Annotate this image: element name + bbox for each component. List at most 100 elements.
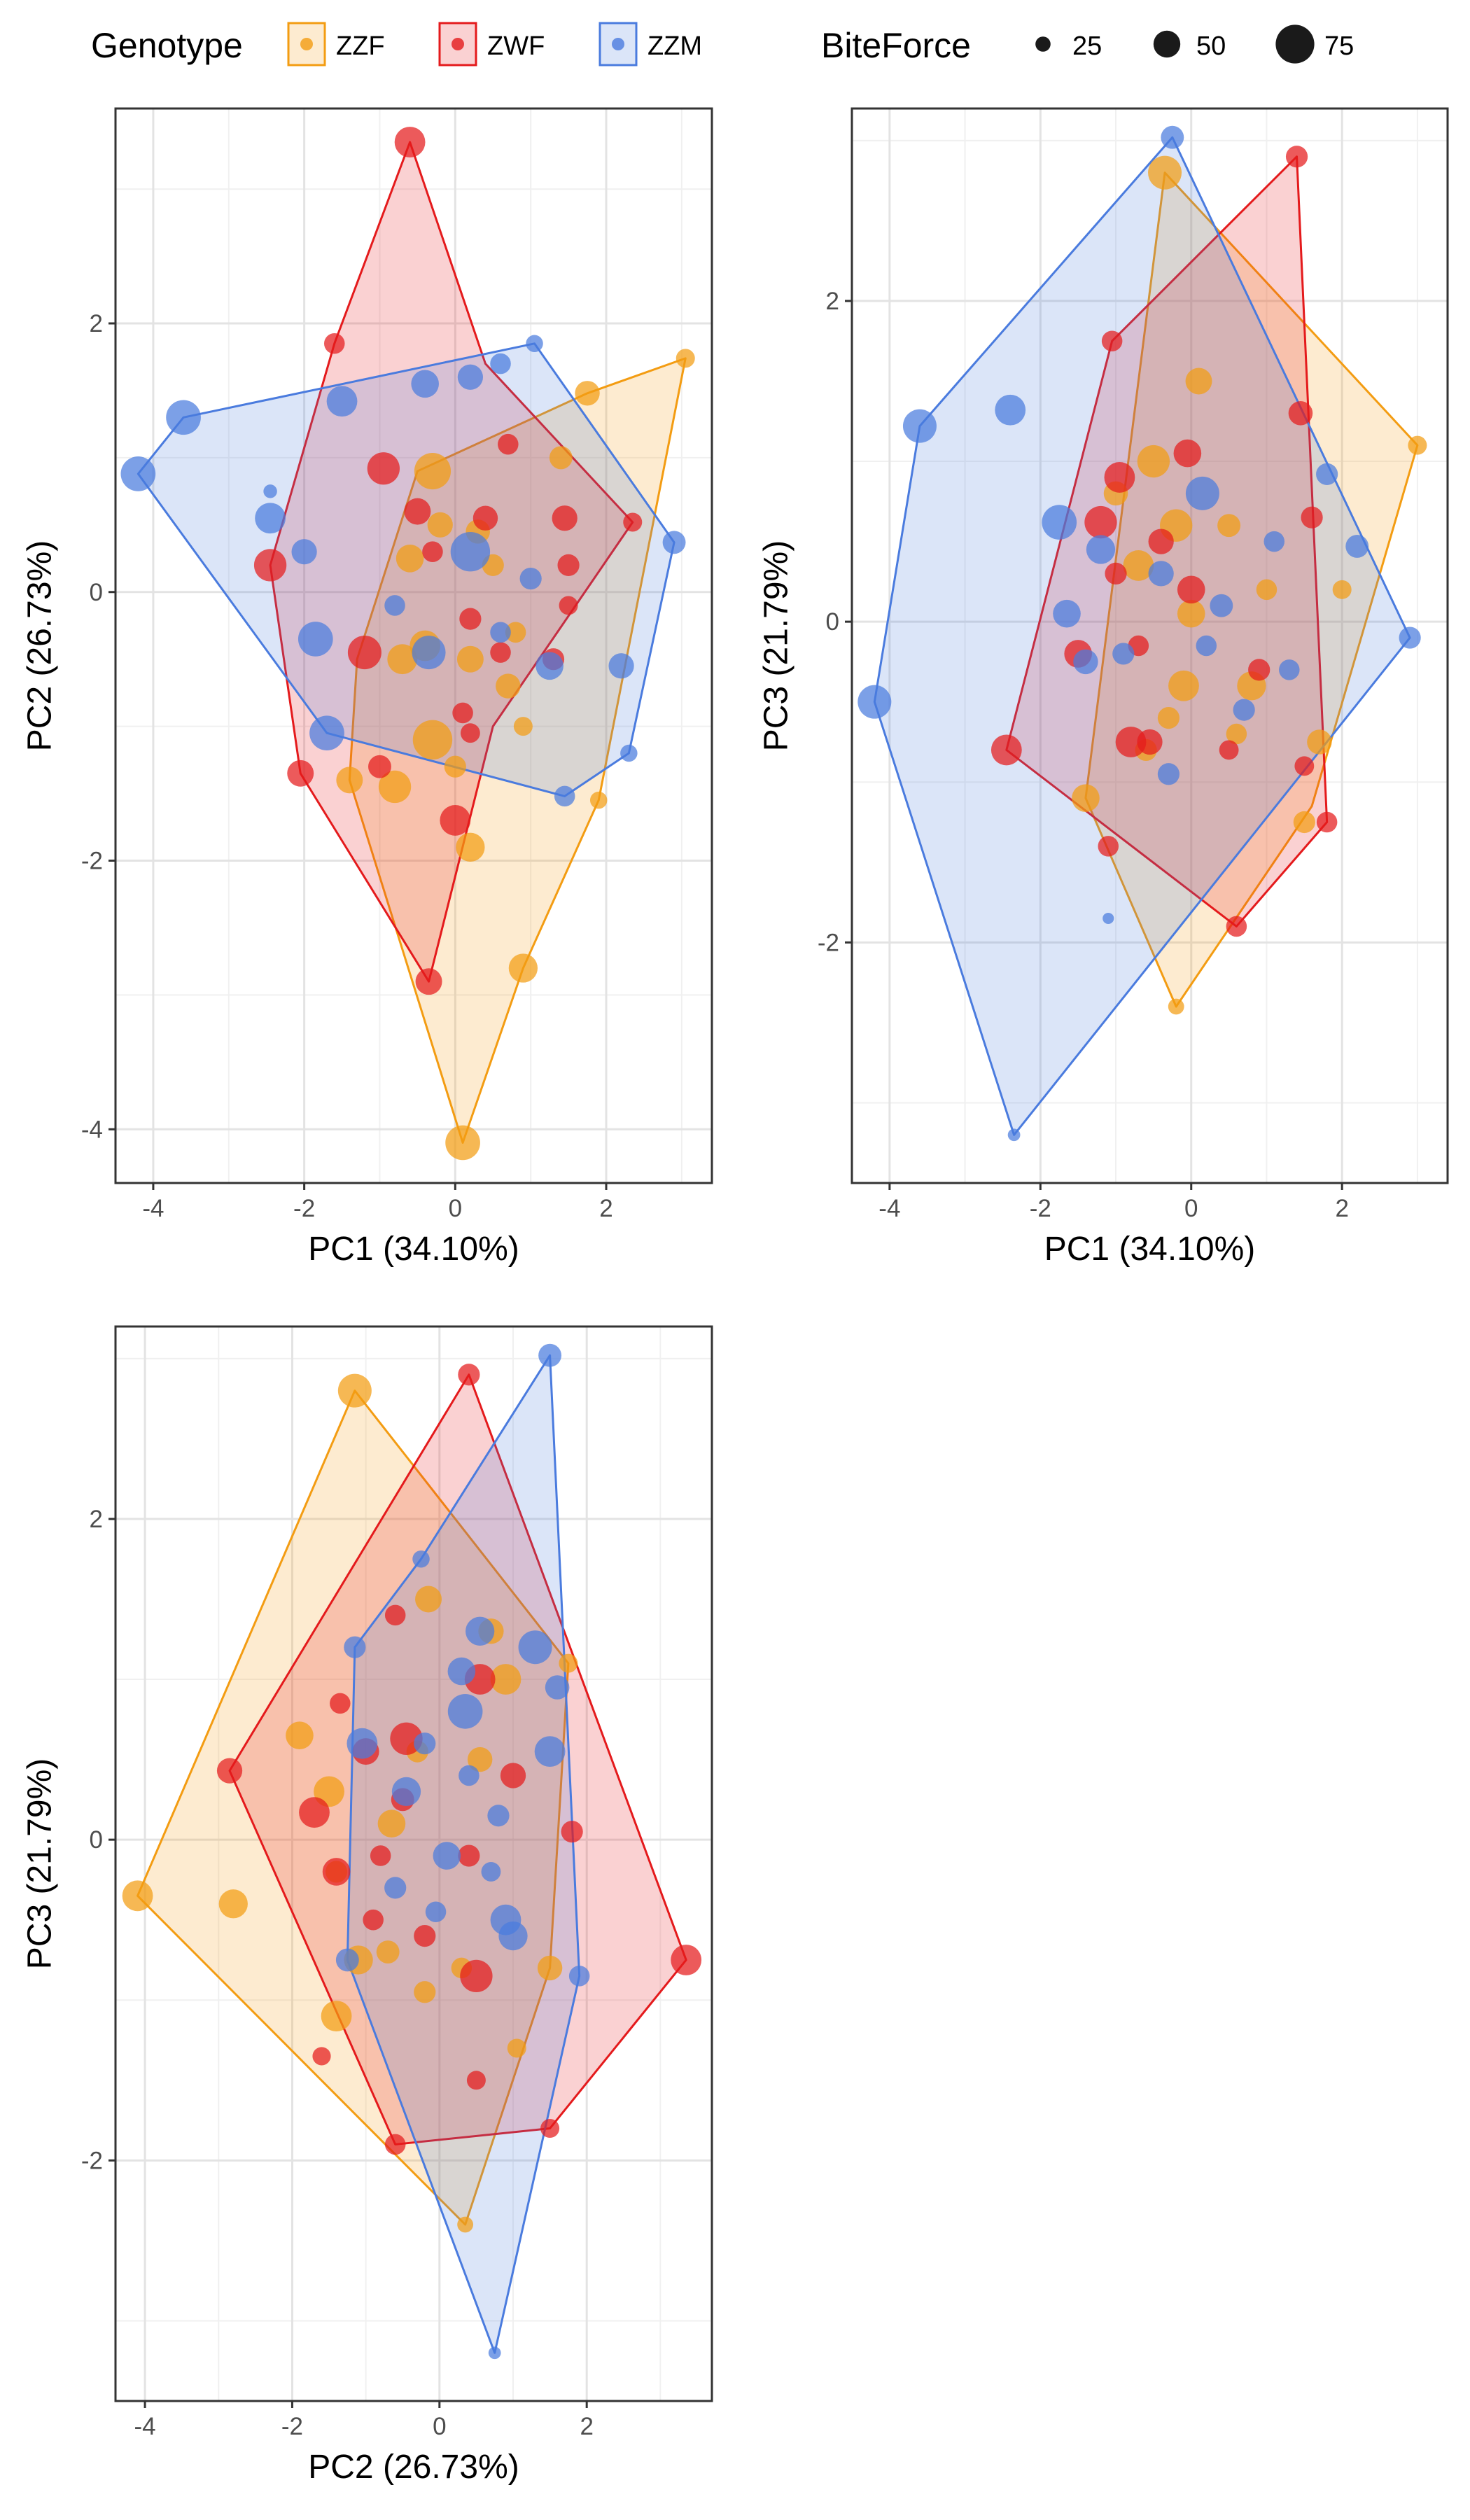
x-tick-label: 0 <box>433 2413 446 2440</box>
point-zwf <box>458 1364 480 1386</box>
x-axis-title: PC1 (34.10%) <box>1044 1231 1255 1268</box>
point-zzm <box>902 409 937 443</box>
point-zwf <box>472 505 498 531</box>
plot-border <box>114 107 713 1184</box>
point-zzf <box>456 645 484 673</box>
point-zwf <box>1098 836 1119 857</box>
gridlines <box>115 1326 712 2401</box>
point-zzm <box>1196 635 1217 657</box>
legend-item-zzm: ZZM <box>598 22 702 66</box>
point-zwf <box>458 1844 480 1867</box>
point-zzm <box>447 1657 476 1686</box>
point-zwf <box>287 760 314 787</box>
point-zzm <box>518 1630 552 1665</box>
x-tick-label: -2 <box>1030 1195 1051 1222</box>
plot-border <box>850 107 1449 1184</box>
point-zzf <box>589 791 608 809</box>
plot-background <box>115 1326 712 2401</box>
point-zzf <box>456 832 485 862</box>
point-zzm <box>346 1728 378 1759</box>
point-zwf <box>440 805 471 836</box>
plot-area <box>850 107 1449 1184</box>
y-tick-label: -2 <box>818 929 839 956</box>
legend-key-point <box>300 38 313 50</box>
point-zzf <box>1157 706 1180 729</box>
point-zwf <box>561 1821 583 1843</box>
point-zzm <box>412 1550 430 1568</box>
point-zzf <box>467 1746 493 1772</box>
point-zzm <box>554 785 575 807</box>
point-zzm <box>384 1877 407 1899</box>
legend-biteforce-title: BiteForce <box>821 26 971 65</box>
point-zzm <box>608 653 634 679</box>
legend-key-point <box>451 38 464 50</box>
y-tick-label: 2 <box>90 1506 103 1533</box>
point-zwf <box>368 755 391 778</box>
point-zzf <box>1332 580 1352 599</box>
hull-zzf <box>136 1390 570 2226</box>
point-zzf <box>415 1586 442 1613</box>
y-axis-title: PC3 (21.79%) <box>22 1758 59 1969</box>
point-zzm <box>1279 659 1300 680</box>
point-zzm <box>490 353 511 374</box>
point-zzf <box>505 622 526 643</box>
x-tick-label: -4 <box>142 1195 164 1222</box>
point-zzm <box>536 652 564 680</box>
point-zwf <box>216 1758 243 1784</box>
point-zzm <box>344 1636 366 1658</box>
point-zzf <box>1256 579 1278 601</box>
x-tick-label: 2 <box>580 2413 593 2440</box>
panel-pc1-pc2: -4 -2 0 2 -4 -2 0 2 PC1 (34.10%) PC2 (26.73%) <box>22 107 713 1268</box>
point-zwf <box>1148 528 1174 554</box>
y-tick-label: -4 <box>81 1116 103 1143</box>
point-zzm <box>411 370 439 398</box>
x-tick-label: -4 <box>878 1195 900 1222</box>
point-zwf <box>498 433 519 455</box>
point-zzf <box>286 1721 314 1750</box>
point-zwf <box>330 1693 351 1714</box>
legend-size-label: 75 <box>1324 31 1354 61</box>
point-zzf <box>414 452 451 490</box>
point-zzf <box>508 953 538 983</box>
legend: Genotype ZZF ZWF ZZM BiteForce 25 50 75 <box>91 22 1354 66</box>
x-axis-title: PC2 (26.73%) <box>308 2449 519 2486</box>
point-zwf <box>1137 729 1163 755</box>
point-zzm <box>166 400 201 435</box>
point-zzm <box>568 1966 590 1987</box>
point-zzm <box>498 1921 528 1951</box>
legend-genotype-title: Genotype <box>91 26 243 65</box>
hull-zzm <box>873 136 1411 1136</box>
point-zzm <box>465 1616 495 1646</box>
point-zwf <box>1177 575 1205 604</box>
y-tick-label: -2 <box>81 2147 103 2174</box>
point-zwf <box>299 1797 330 1828</box>
y-tick-label: 2 <box>826 288 839 315</box>
point-zzf <box>414 1981 436 2003</box>
point-zzm <box>1073 649 1098 675</box>
point-zzm <box>458 1765 479 1786</box>
point-zwf <box>500 1763 526 1788</box>
point-zzf <box>378 770 412 804</box>
point-zzf <box>1408 435 1427 455</box>
point-zzf <box>387 644 418 675</box>
point-zzm <box>1112 643 1135 665</box>
point-zzm <box>1086 535 1116 564</box>
legend-item-zwf: ZWF <box>438 22 545 66</box>
point-zwf <box>1105 562 1127 585</box>
point-zzm <box>335 1948 359 1972</box>
point-zzm <box>1053 599 1081 628</box>
point-zzf <box>1177 599 1205 628</box>
x-tick-label: -2 <box>293 1195 315 1222</box>
point-zwf <box>363 1909 384 1931</box>
point-zzf <box>1293 811 1315 834</box>
point-zzf <box>559 1653 578 1673</box>
legend-key-swatch <box>287 22 326 66</box>
point-zwf <box>1248 659 1270 681</box>
point-zzm <box>526 335 543 353</box>
point-zzm <box>545 1675 570 1700</box>
point-zwf <box>1301 506 1323 528</box>
point-zzm <box>447 1694 483 1729</box>
x-tick-label: -4 <box>134 2413 156 2440</box>
x-tick-label: 2 <box>599 1195 612 1222</box>
